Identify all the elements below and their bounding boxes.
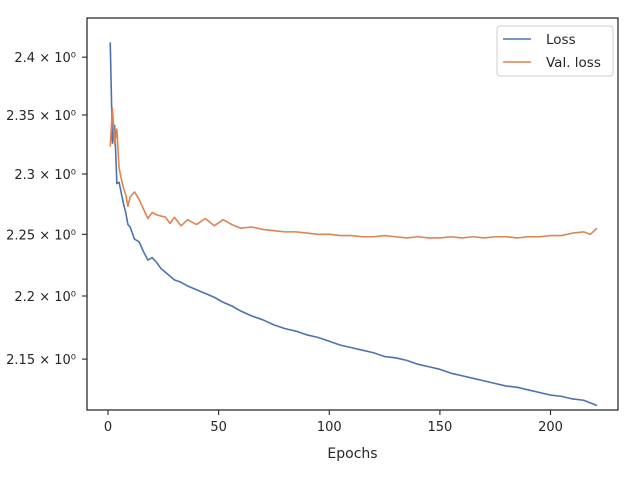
x-tick-label: 0 — [104, 420, 112, 435]
y-tick-label: 2.35 × 10⁰ — [6, 109, 76, 124]
y-axis-ticks: 2.15 × 10⁰ 2.2 × 10⁰ 2.25 × 10⁰ 2.3 × 10⁰ 2.… — [6, 51, 87, 368]
x-tick-label: 200 — [538, 420, 563, 435]
y-tick-label: 2.2 × 10⁰ — [14, 290, 76, 305]
y-tick-label: 2.15 × 10⁰ — [6, 353, 76, 368]
y-tick-label: 2.4 × 10⁰ — [14, 51, 76, 66]
y-tick-label: 2.3 × 10⁰ — [14, 168, 76, 183]
series-line-loss — [109, 42, 598, 407]
plot-frame — [86, 17, 619, 411]
series-line-val-loss — [109, 107, 598, 239]
x-tick-label: 50 — [210, 420, 227, 435]
y-tick-label: 2.25 × 10⁰ — [6, 228, 76, 243]
plot-area — [109, 42, 598, 407]
legend: Loss Val. loss — [496, 25, 614, 77]
legend-label-loss: Loss — [546, 32, 576, 48]
x-tick-label: 100 — [317, 420, 342, 435]
x-axis-ticks: 0 50 100 150 200 — [104, 410, 563, 435]
x-tick-label: 150 — [427, 420, 452, 435]
x-axis-label: Epochs — [327, 446, 377, 462]
legend-label-val-loss: Val. loss — [546, 55, 601, 71]
